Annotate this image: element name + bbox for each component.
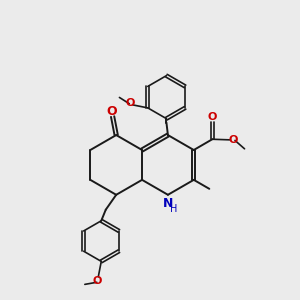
Text: O: O xyxy=(93,276,102,286)
Text: O: O xyxy=(208,112,217,122)
Text: O: O xyxy=(229,135,238,145)
Text: H: H xyxy=(169,203,177,214)
Text: O: O xyxy=(125,98,135,108)
Text: O: O xyxy=(107,105,117,118)
Text: N: N xyxy=(163,197,173,210)
